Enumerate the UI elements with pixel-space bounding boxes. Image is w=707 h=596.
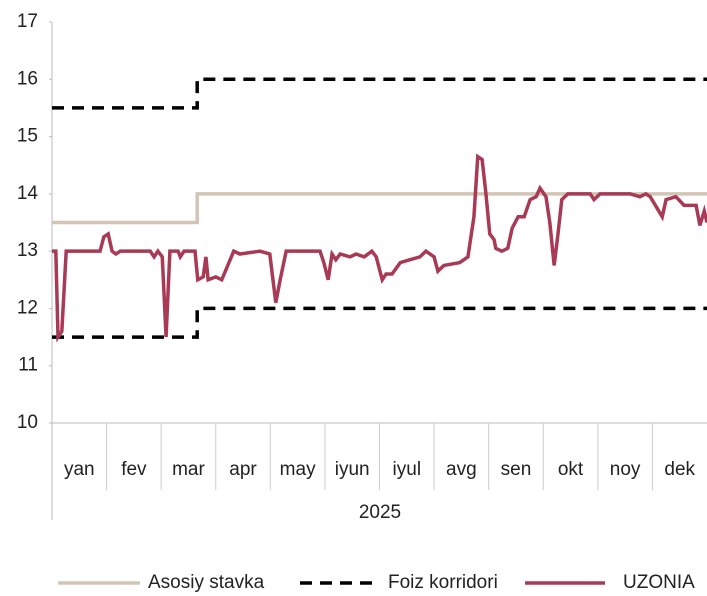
x-tick-label: iyun xyxy=(335,459,370,480)
x-tick-label: may xyxy=(280,459,316,480)
x-group-label: 2025 xyxy=(359,502,401,523)
x-tick-label: dek xyxy=(664,459,695,480)
series-line xyxy=(52,306,707,339)
series-line xyxy=(52,192,707,225)
y-tick-label: 16 xyxy=(17,68,38,89)
x-tick-label: apr xyxy=(229,459,257,480)
y-tick-label: 12 xyxy=(17,297,38,318)
legend-label: UZONIA xyxy=(623,572,695,593)
x-tick-label: avg xyxy=(446,459,477,480)
y-tick-label: 14 xyxy=(17,183,39,204)
x-tick-label: fev xyxy=(121,459,147,480)
x-tick-label: yan xyxy=(64,459,95,480)
x-tick-label: okt xyxy=(558,459,584,480)
series-line xyxy=(52,77,707,110)
y-tick-label: 13 xyxy=(17,240,38,261)
series-line xyxy=(52,153,707,343)
y-tick-label: 17 xyxy=(17,11,38,32)
x-tick-label: sen xyxy=(501,459,532,480)
y-tick-label: 11 xyxy=(18,355,38,376)
y-tick-label: 15 xyxy=(17,126,38,147)
x-tick-label: mar xyxy=(172,459,205,480)
legend-label: Asosiy stavka xyxy=(148,572,265,593)
x-tick-label: noy xyxy=(610,459,641,480)
legend-label: Foiz korridori xyxy=(388,572,498,593)
x-tick-label: iyul xyxy=(393,459,422,480)
y-tick-label: 10 xyxy=(17,412,38,433)
